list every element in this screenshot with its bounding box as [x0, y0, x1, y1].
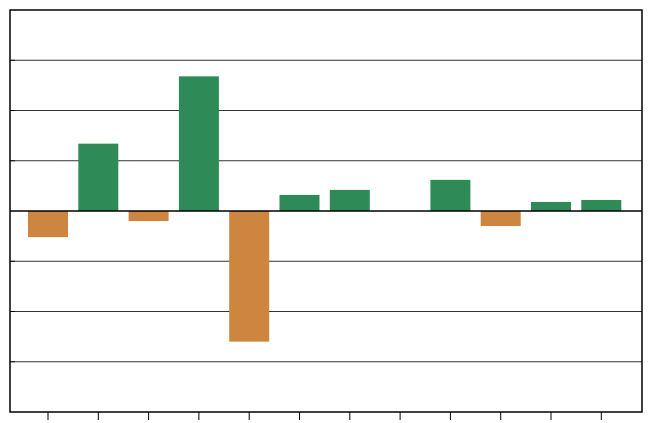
bar [178, 76, 219, 211]
bar [329, 189, 370, 211]
bar [78, 143, 119, 211]
bar [581, 199, 622, 211]
bar [128, 211, 169, 222]
bar [480, 211, 521, 227]
bar [279, 194, 320, 211]
bar [430, 179, 471, 211]
bar [531, 201, 571, 211]
bar [229, 211, 270, 342]
bar [28, 211, 68, 238]
plot-frame [9, 9, 643, 413]
